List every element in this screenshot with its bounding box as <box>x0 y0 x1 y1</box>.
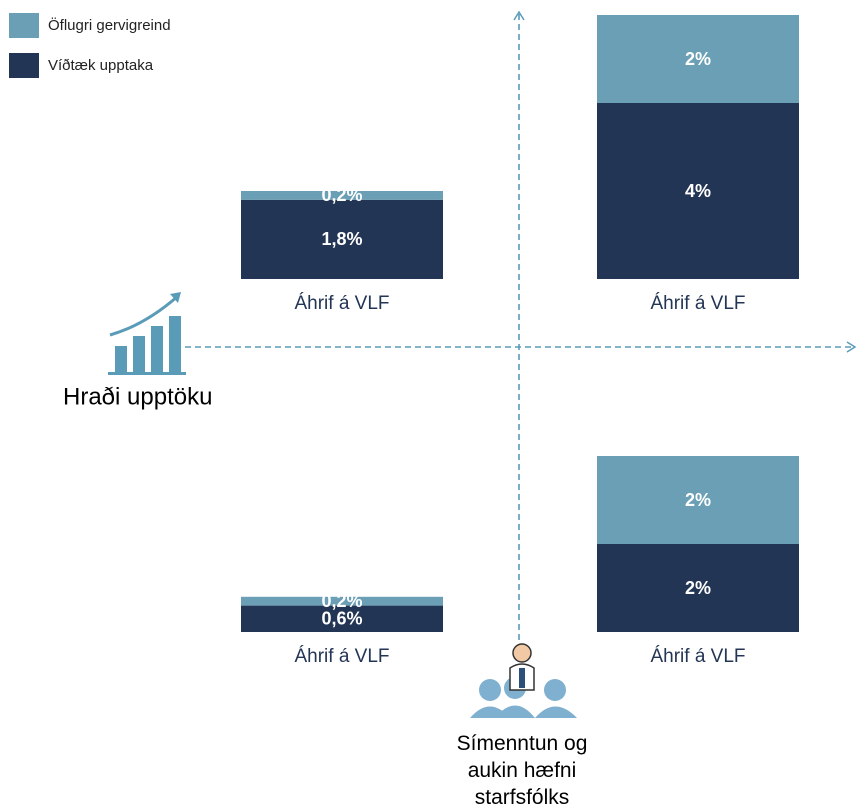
bar-segment <box>597 456 799 544</box>
x-axis-label: Hraði upptöku <box>63 383 212 410</box>
bar-segment <box>597 544 799 632</box>
value-label: 2% <box>685 490 711 510</box>
category-label: Áhrif á VLF <box>650 293 745 314</box>
category-label: Áhrif á VLF <box>650 646 745 667</box>
bar-segment <box>597 15 799 103</box>
legend-swatch <box>9 13 39 38</box>
value-label: 0,2% <box>321 185 362 205</box>
people-icon <box>470 643 577 718</box>
bar-segment <box>241 605 443 632</box>
legend-label: Víðtæk upptaka <box>48 57 154 74</box>
value-label: 2% <box>685 578 711 598</box>
bar-segment <box>241 199 443 279</box>
bar-segment <box>597 103 799 279</box>
category-label: Áhrif á VLF <box>294 293 389 314</box>
y-axis-label: Símenntun og aukin hæfni starfsfólks <box>456 732 588 809</box>
value-label: 4% <box>685 181 711 201</box>
bar-segment <box>241 191 443 200</box>
value-label: 1,8% <box>321 229 362 249</box>
legend-label: Öflugri gervigreind <box>48 16 171 34</box>
value-label: 0,6% <box>321 609 362 629</box>
category-label: Áhrif á VLF <box>294 646 389 667</box>
growth-icon <box>108 292 186 375</box>
value-label: 2% <box>685 49 711 69</box>
value-label: 0,2% <box>321 591 362 611</box>
legend-swatch <box>9 53 39 78</box>
bar-segment <box>241 596 443 606</box>
